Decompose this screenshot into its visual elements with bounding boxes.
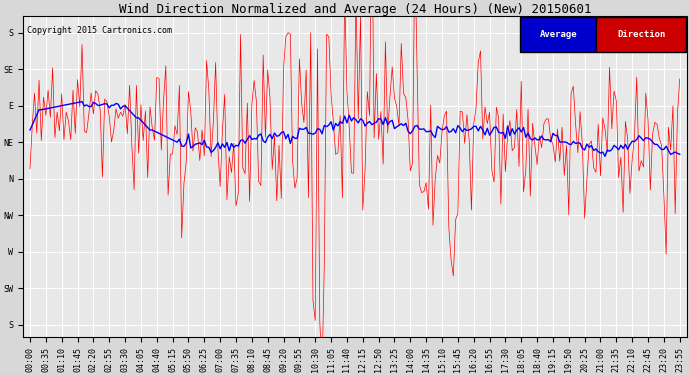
Text: Average: Average	[540, 30, 577, 39]
Text: Direction: Direction	[617, 30, 665, 39]
Text: Copyright 2015 Cartronics.com: Copyright 2015 Cartronics.com	[26, 26, 172, 35]
FancyBboxPatch shape	[596, 17, 686, 52]
Title: Wind Direction Normalized and Average (24 Hours) (New) 20150601: Wind Direction Normalized and Average (2…	[119, 3, 591, 16]
FancyBboxPatch shape	[520, 17, 596, 52]
